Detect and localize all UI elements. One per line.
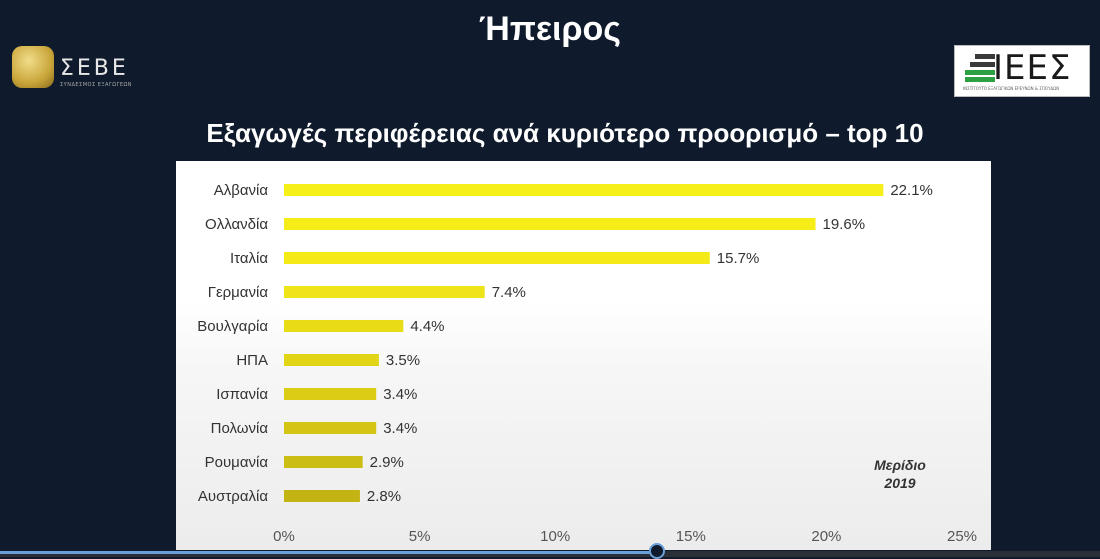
slide-title: Ήπειρος	[479, 10, 621, 48]
data-label: 3.4%	[383, 386, 417, 403]
x-tick-label: 5%	[409, 528, 431, 545]
bar	[284, 218, 816, 230]
data-label: 15.7%	[717, 250, 760, 267]
data-label: 2.8%	[367, 488, 401, 505]
x-tick-label: 15%	[676, 528, 706, 545]
iees-bars-icon	[965, 54, 995, 82]
data-label: 19.6%	[823, 216, 866, 233]
iees-logo: ΙΕΕΣ ΙΝΣΤΙΤΟΥΤΟ ΕΞΑΓΩΓΙΚΩΝ ΕΡΕΥΝΩΝ & ΣΠΟ…	[954, 45, 1090, 97]
data-label: 22.1%	[890, 182, 933, 199]
bar	[284, 252, 710, 264]
x-tick-label: 10%	[540, 528, 570, 545]
x-tick-label: 20%	[811, 528, 841, 545]
seve-logo-subtext: ΣΥΝΔΕΣΜΟΣ ΕΞΑΓΩΓΕΩΝ	[60, 82, 133, 88]
seve-emblem-icon	[12, 46, 54, 88]
category-label: Γερμανία	[208, 284, 269, 301]
category-label: Ισπανία	[216, 386, 268, 403]
data-label: 4.4%	[410, 318, 444, 335]
seve-logo: ΣΕΒΕ ΣΥΝΔΕΣΜΟΣ ΕΞΑΓΩΓΕΩΝ	[12, 46, 132, 96]
chart-panel: Αλβανία 22.1% Ολλανδία 19.6% Ιταλία 15.7% Γερμ…	[176, 161, 991, 550]
bar	[284, 456, 363, 468]
bar	[284, 184, 884, 196]
category-label: Ρουμανία	[205, 454, 269, 471]
bar-chart: Αλβανία 22.1% Ολλανδία 19.6% Ιταλία 15.7% Γερμ…	[197, 182, 977, 545]
video-progress-fill	[0, 551, 658, 554]
category-label: Πολωνία	[211, 420, 269, 437]
x-tick-label: 25%	[947, 528, 977, 545]
data-label: 7.4%	[492, 284, 526, 301]
bar	[284, 490, 360, 502]
x-tick-label: 0%	[273, 528, 295, 545]
annotation-line2: 2019	[883, 475, 915, 491]
bar	[284, 286, 485, 298]
bar	[284, 320, 404, 332]
annotation-line1: Μερίδιο	[874, 457, 926, 473]
iees-logo-text: ΙΕΕΣ	[993, 48, 1072, 88]
iees-logo-subtext: ΙΝΣΤΙΤΟΥΤΟ ΕΞΑΓΩΓΙΚΩΝ ΕΡΕΥΝΩΝ & ΣΠΟΥΔΩΝ	[963, 86, 1060, 91]
seve-logo-text: ΣΕΒΕ	[60, 56, 129, 81]
category-label: ΗΠΑ	[236, 352, 268, 369]
category-label: Ιταλία	[230, 250, 268, 267]
data-label: 3.5%	[386, 352, 420, 369]
category-label: Ολλανδία	[205, 216, 268, 233]
bar	[284, 354, 379, 366]
category-label: Αλβανία	[214, 182, 269, 199]
category-label: Αυστραλία	[198, 488, 268, 505]
bar	[284, 422, 377, 434]
bar	[284, 388, 377, 400]
data-label: 3.4%	[383, 420, 417, 437]
chart-title: Εξαγωγές περιφέρειας ανά κυριότερο προορ…	[206, 118, 924, 148]
category-label: Βουλγαρία	[197, 318, 268, 335]
video-progress-track[interactable]	[0, 551, 1100, 557]
data-label: 2.9%	[370, 454, 404, 471]
